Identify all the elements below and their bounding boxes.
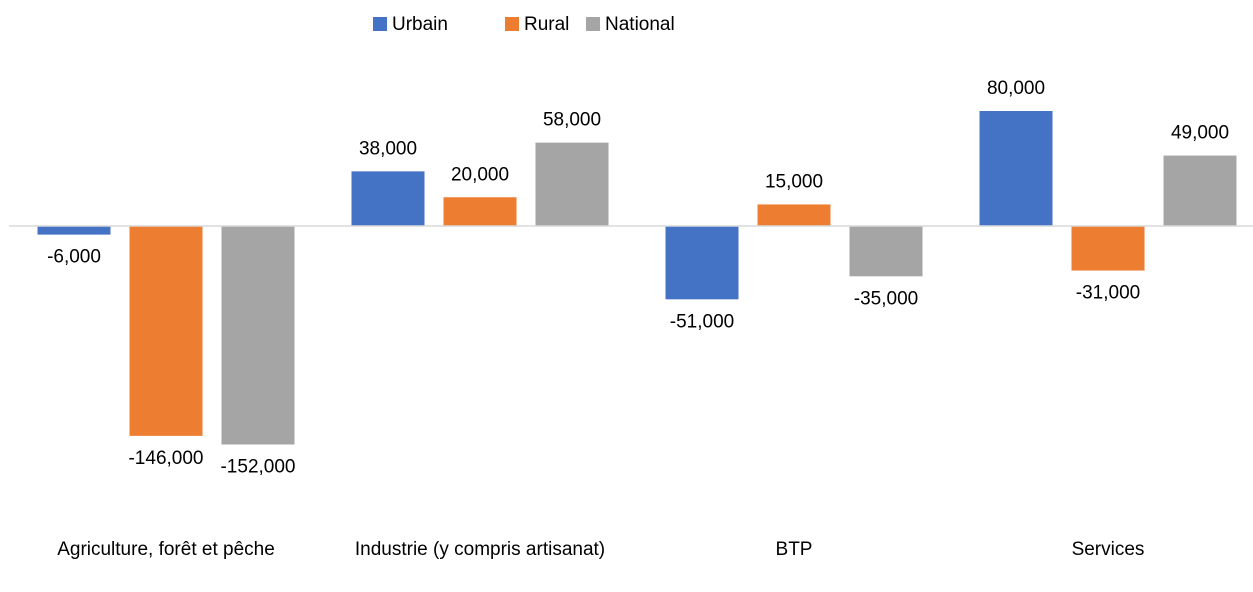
- data-label: 15,000: [765, 171, 823, 192]
- data-label: -35,000: [854, 288, 918, 309]
- bar: [665, 226, 739, 300]
- x-tick-label: Services: [1071, 539, 1145, 560]
- legend-label: Urbain: [392, 14, 448, 35]
- data-label: -51,000: [670, 311, 734, 332]
- bar: [849, 226, 923, 277]
- bar: [1163, 155, 1237, 226]
- data-label: 38,000: [359, 138, 417, 159]
- legend-label: National: [605, 14, 675, 35]
- legend-swatch: [586, 17, 600, 31]
- x-tick-label: BTP: [775, 539, 813, 560]
- bar: [535, 142, 609, 226]
- bar: [37, 226, 111, 235]
- bar: [1071, 226, 1145, 271]
- data-label: -152,000: [220, 457, 295, 478]
- legend-swatch: [505, 17, 519, 31]
- data-label: 58,000: [543, 110, 601, 131]
- bar: [351, 171, 425, 226]
- data-label: -6,000: [47, 247, 101, 268]
- data-label: -146,000: [128, 448, 203, 469]
- x-tick-label: Industrie (y compris artisanat): [354, 539, 606, 560]
- bar: [129, 226, 203, 436]
- bar: [443, 197, 517, 226]
- bar: [979, 111, 1053, 226]
- legend-label: Rural: [524, 14, 569, 35]
- data-label: 20,000: [451, 164, 509, 185]
- bar: [757, 204, 831, 226]
- bar: [221, 226, 295, 445]
- x-tick-label: Agriculture, forêt et pêche: [57, 539, 275, 560]
- data-label: -31,000: [1076, 283, 1140, 304]
- legend-swatch: [373, 17, 387, 31]
- data-label: 49,000: [1171, 123, 1229, 144]
- data-label: 80,000: [987, 78, 1045, 99]
